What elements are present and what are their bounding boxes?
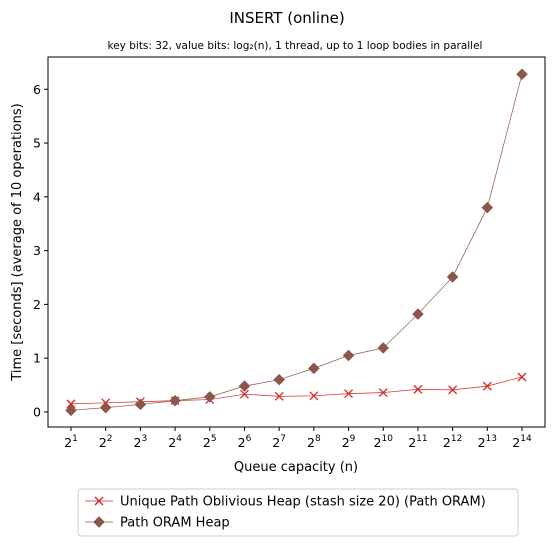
x-tick-label: 211	[408, 434, 427, 450]
data-point-series-2	[99, 401, 112, 414]
data-point-series-1	[66, 399, 76, 409]
data-point-series-1	[413, 384, 423, 394]
y-tick-label: 3	[33, 243, 41, 258]
data-point-series-2	[307, 362, 320, 375]
x-tick-label: 214	[512, 434, 532, 450]
data-point-series-2	[481, 201, 494, 214]
legend-marker	[93, 516, 105, 528]
y-tick-label: 0	[33, 404, 41, 419]
legend-label: Path ORAM Heap	[120, 516, 230, 531]
y-axis-label: Time [seconds] (average of 10 operations…	[10, 103, 25, 381]
x-tick-label: 27	[272, 434, 286, 450]
data-point-series-1	[482, 381, 492, 391]
data-point-series-2	[377, 342, 390, 354]
y-tick-label: 4	[33, 189, 41, 204]
chart-title: INSERT (online)	[229, 9, 344, 27]
x-tick-label: 28	[307, 434, 321, 450]
data-point-series-2	[273, 373, 286, 386]
legend-marker	[94, 496, 104, 506]
data-point-series-1	[274, 391, 284, 401]
legend-label: Unique Path Oblivious Heap (stash size 2…	[120, 495, 486, 510]
x-tick-label: 21	[64, 434, 78, 450]
x-tick-label: 212	[443, 434, 462, 450]
y-tick-label: 6	[33, 82, 41, 97]
data-point-series-1	[378, 388, 388, 398]
x-tick-label: 22	[99, 434, 113, 450]
series-line-1	[70, 376, 523, 405]
data-point-series-1	[448, 385, 458, 395]
data-point-series-2	[516, 68, 528, 81]
x-tick-label: 25	[203, 434, 217, 450]
data-point-series-2	[412, 308, 424, 320]
data-point-series-1	[309, 391, 319, 401]
x-tick-label: 23	[134, 434, 148, 450]
y-tick-label: 1	[33, 351, 41, 366]
data-point-series-2	[238, 380, 251, 392]
x-tick-label: 210	[374, 434, 394, 450]
plot-frame	[47, 56, 546, 428]
x-axis-label: Queue capacity (n)	[234, 460, 358, 475]
x-tick-label: 213	[478, 434, 497, 450]
data-point-series-2	[342, 349, 355, 362]
data-point-series-2	[134, 398, 147, 411]
data-point-series-1	[344, 389, 353, 399]
legend-box	[77, 488, 519, 537]
y-tick-label: 2	[33, 297, 41, 312]
data-point-series-2	[203, 391, 216, 403]
x-tick-label: 26	[238, 434, 252, 450]
data-point-series-1	[517, 372, 527, 382]
data-point-series-2	[169, 394, 181, 407]
data-point-series-1	[240, 389, 249, 399]
x-tick-label: 29	[342, 434, 356, 450]
data-point-series-2	[446, 271, 459, 283]
data-point-series-2	[65, 404, 77, 417]
chart-subtitle: key bits: 32, value bits: log₂(n), 1 thr…	[108, 40, 483, 52]
x-tick-label: 24	[168, 434, 182, 450]
y-tick-label: 5	[33, 136, 41, 151]
series-line-2	[70, 74, 523, 411]
